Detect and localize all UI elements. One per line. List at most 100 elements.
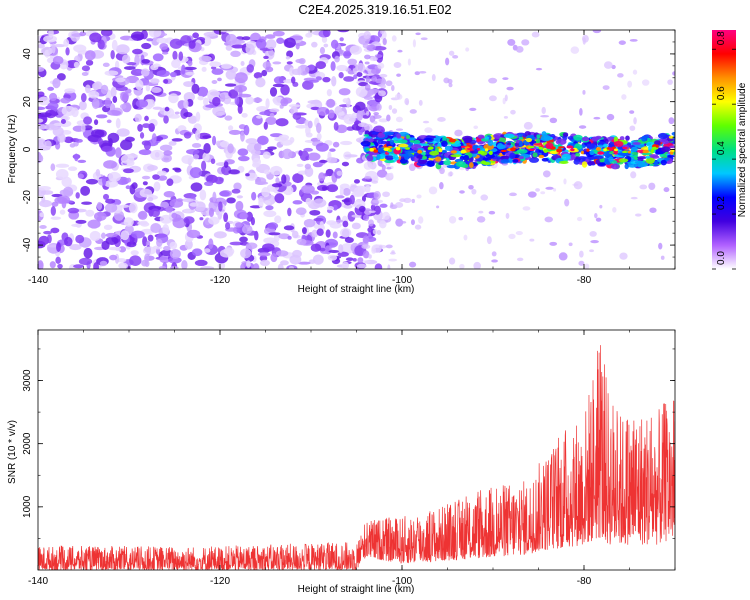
spectrogram-cell bbox=[223, 161, 229, 168]
spectrogram-cell bbox=[104, 97, 112, 109]
spectrogram-cell bbox=[527, 145, 535, 149]
spectrogram-cell bbox=[241, 36, 251, 41]
spectrogram-cell bbox=[486, 236, 492, 245]
spectrogram-cell bbox=[557, 146, 565, 149]
spectrogram-cell bbox=[363, 208, 372, 215]
spectrogram-cell bbox=[138, 210, 148, 220]
spectrogram-cell bbox=[463, 154, 470, 161]
spectrogram-cell bbox=[274, 193, 285, 204]
spectrogram-cell bbox=[580, 150, 584, 155]
spectrogram-cell bbox=[254, 181, 269, 185]
spectrogram-cell bbox=[137, 123, 143, 132]
spectrogram-cell bbox=[458, 216, 464, 221]
spectrogram-cell bbox=[390, 202, 394, 208]
spectrogram-cell bbox=[172, 50, 178, 61]
spectrogram-cell bbox=[343, 113, 356, 125]
spectrogram-cell bbox=[274, 215, 282, 224]
spectrogram-cell bbox=[503, 133, 515, 139]
spectrogram-cell bbox=[447, 78, 453, 84]
spectrogram-cell bbox=[352, 258, 357, 262]
spectrogram-cell bbox=[515, 231, 523, 236]
spectrogram-cell bbox=[125, 185, 131, 190]
spectrogram-cell bbox=[47, 102, 59, 110]
spectrogram-cell bbox=[468, 162, 474, 168]
spectrogram-cell bbox=[342, 98, 349, 103]
spectrogram-cell bbox=[376, 230, 382, 236]
spectrogram-cell bbox=[217, 261, 226, 269]
spectrogram-y-ticks: -40 -20 0 20 40 bbox=[22, 29, 675, 270]
spectrogram-cell bbox=[418, 216, 424, 224]
spectrogram-cell bbox=[171, 59, 181, 69]
spectrogram-cell bbox=[353, 74, 358, 80]
spectrogram-cell bbox=[337, 30, 350, 33]
spectrogram-cell bbox=[508, 233, 516, 240]
spectrogram-cell bbox=[263, 55, 269, 60]
spectrogram-cell bbox=[188, 40, 196, 49]
spectrogram-cell bbox=[115, 77, 126, 83]
spectrogram-cell bbox=[522, 206, 531, 211]
spectrogram-cell bbox=[142, 181, 148, 186]
spectrogram-cell bbox=[174, 168, 182, 173]
spectrogram-cell bbox=[589, 231, 597, 237]
spectrogram-cell bbox=[373, 112, 380, 116]
spectrogram-cell bbox=[447, 171, 454, 176]
spectrogram-cell bbox=[292, 173, 304, 184]
spectrogram-cell bbox=[129, 255, 142, 266]
spectrogram-cell bbox=[161, 154, 172, 163]
spectrogram-cell bbox=[38, 96, 50, 106]
spectrogram-cell bbox=[147, 196, 154, 202]
spectrogram-cell bbox=[174, 111, 180, 115]
spectrogram-cell bbox=[388, 104, 393, 110]
spectrogram-cell bbox=[633, 117, 637, 125]
spectrogram-cell bbox=[269, 108, 280, 113]
spectrogram-cell bbox=[667, 79, 673, 85]
spectrogram-cell bbox=[52, 126, 64, 137]
spectrogram-cell bbox=[341, 161, 350, 167]
spectrogram-cell bbox=[395, 116, 403, 123]
spectrogram-cell bbox=[303, 147, 313, 152]
spectrogram-cell bbox=[536, 134, 541, 139]
spectrogram-cell bbox=[509, 152, 516, 160]
spectrogram-cell bbox=[38, 118, 44, 123]
spectrogram-cell bbox=[415, 32, 421, 36]
spectrogram-cell bbox=[549, 241, 558, 246]
spectrogram-cell bbox=[281, 174, 287, 185]
spectrogram-cell bbox=[41, 195, 46, 203]
spectrogram-cell bbox=[332, 231, 338, 239]
spectrogram-cell bbox=[201, 66, 207, 72]
spectrogram-cell bbox=[336, 64, 348, 72]
spectrogram-cell bbox=[581, 161, 588, 168]
spectrogram-cell bbox=[567, 136, 575, 140]
spectrogram-cell bbox=[126, 62, 137, 66]
spectrogram-cell bbox=[168, 257, 182, 264]
spectrogram-cell bbox=[503, 116, 508, 119]
spectrogram-cell bbox=[95, 114, 108, 119]
spectrogram-cell bbox=[420, 37, 428, 41]
spectrogram-cell bbox=[599, 204, 603, 209]
spectrogram-cell bbox=[51, 43, 56, 54]
spectrogram-cell bbox=[194, 259, 208, 267]
spectrogram-cell bbox=[52, 43, 66, 48]
spectrogram-cell bbox=[191, 248, 203, 257]
spectrogram-cell bbox=[273, 76, 285, 85]
spectrogram-cell bbox=[488, 77, 498, 84]
spectrogram-cell bbox=[388, 258, 398, 262]
spectrogram-cell bbox=[38, 235, 50, 246]
spectrogram-cell bbox=[331, 75, 337, 87]
spectrogram-cell bbox=[252, 97, 263, 103]
spectrogram-cell bbox=[257, 252, 271, 257]
spectrogram-cell bbox=[73, 61, 80, 69]
spectrogram-cell bbox=[429, 150, 440, 156]
spectrogram-cell bbox=[545, 145, 553, 149]
spectrogram-cell bbox=[416, 194, 422, 199]
spectrogram-cell bbox=[171, 138, 183, 142]
spectrogram-cell bbox=[39, 225, 47, 230]
spectrogram-cell bbox=[649, 207, 657, 213]
spectrogram-cell bbox=[340, 243, 355, 255]
spectrogram-cell bbox=[38, 106, 46, 111]
spectrogram-cell bbox=[424, 127, 433, 133]
spectrogram-cell bbox=[369, 147, 374, 152]
spectrogram-cell bbox=[135, 79, 144, 91]
spectrogram-cell bbox=[236, 195, 244, 199]
